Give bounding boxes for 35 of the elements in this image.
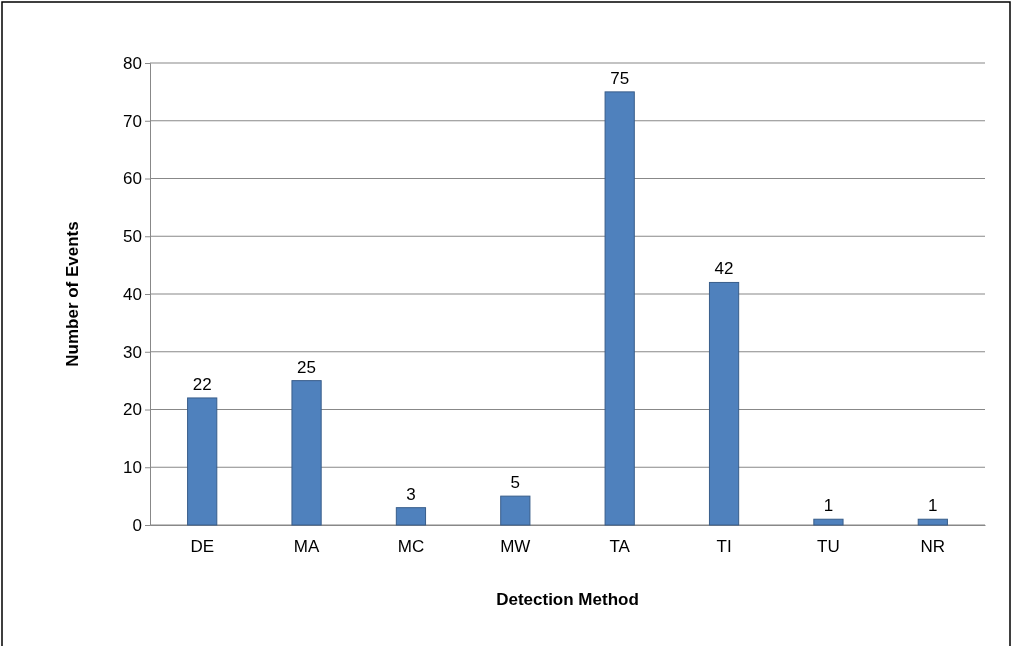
data-label: 25 <box>297 357 317 377</box>
data-label: 42 <box>714 259 734 279</box>
y-tick-label: 80 <box>123 53 142 73</box>
y-tick-label: 10 <box>123 458 142 478</box>
y-axis-title: Number of Events <box>63 221 82 367</box>
x-tick-label: TU <box>817 536 840 556</box>
x-tick-label: MC <box>397 536 425 556</box>
x-tick-label: NR <box>920 536 946 556</box>
x-tick-label: TI <box>716 536 732 556</box>
y-tick-label: 70 <box>123 111 142 131</box>
x-tick-label: MA <box>293 536 320 556</box>
bar <box>395 507 427 526</box>
x-axis-title: Detection Method <box>496 590 639 609</box>
data-label: 5 <box>510 473 521 493</box>
data-label: 3 <box>406 484 416 504</box>
bar <box>813 518 844 526</box>
bar <box>187 397 218 526</box>
y-tick-label: 50 <box>123 227 142 247</box>
bar <box>708 281 740 526</box>
x-tick-label: DE <box>190 536 214 556</box>
x-tick-label: MW <box>500 536 531 556</box>
data-label: 1 <box>928 496 938 516</box>
bar <box>291 380 322 526</box>
data-label: 1 <box>823 496 834 516</box>
bar <box>917 518 948 526</box>
data-label: 75 <box>610 68 630 88</box>
y-tick-label: 20 <box>123 400 142 420</box>
bar <box>604 91 635 526</box>
y-tick-label: 0 <box>132 515 142 535</box>
y-tick-label: 60 <box>123 169 142 189</box>
data-label: 22 <box>192 374 212 394</box>
y-tick-label: 30 <box>123 342 142 362</box>
x-tick-label: TA <box>609 536 631 556</box>
y-tick-label: 40 <box>123 284 142 304</box>
bar <box>500 495 531 526</box>
